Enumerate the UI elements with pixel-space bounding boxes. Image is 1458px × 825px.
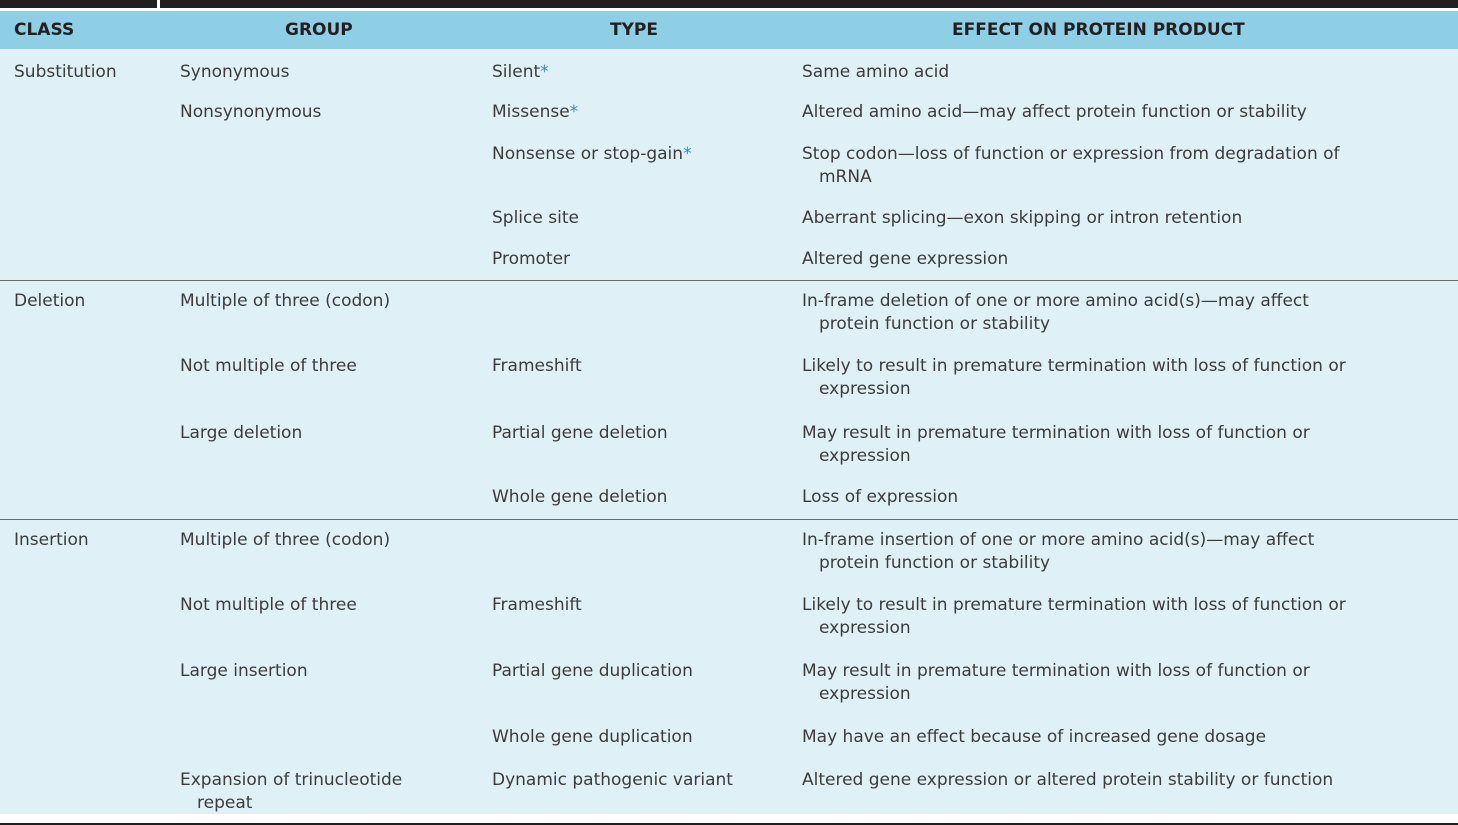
row-7-effect-line1: May result in premature termination with… [802,423,1310,443]
row-1-effect: Altered amino acid—may affect protein fu… [802,102,1307,122]
row-11-effect-line1: May result in premature termination with… [802,661,1310,681]
row-0-effect: Same amino acid [802,62,950,82]
row-9-class: Insertion [14,530,89,550]
row-0-group: Synonymous [180,62,290,82]
row-2-effect-line2: mRNA [819,167,872,187]
row-10-group: Not multiple of three [180,595,357,615]
row-10-effect-line2: expression [819,618,911,638]
row-11-group: Large insertion [180,661,308,681]
row-2-effect-line1: Stop codon—loss of function or expressio… [802,144,1340,164]
row-11-effect-line2: expression [819,684,911,704]
footnote-asterisk: * [540,62,549,82]
row-7-effect-line2: expression [819,446,911,466]
row-7-type: Partial gene deletion [492,423,668,443]
bottom-rule [0,823,1458,825]
row-13-type: Dynamic pathogenic variant [492,770,733,790]
row-0-type-cell: Silent* [492,61,549,84]
row-13-group-line1: Expansion of trinucleotide [180,770,403,790]
row-3-type: Splice site [492,208,579,228]
top-rule-gap [157,0,160,8]
row-8-type: Whole gene deletion [492,487,668,507]
row-13-group-line2: repeat [197,793,253,813]
row-4-type: Promoter [492,249,571,269]
footnote-asterisk: * [569,102,579,122]
header-effect: EFFECT ON PROTEIN PRODUCT [952,20,1245,40]
row-5-group: Multiple of three (codon) [180,291,391,311]
header-class: CLASS [14,20,75,40]
row-3-effect: Aberrant splicing—exon skipping or intro… [802,208,1243,228]
row-0-type: Silent [492,62,541,82]
row-1-group: Nonsynonymous [180,102,322,122]
row-11-type: Partial gene duplication [492,661,693,681]
footnote-asterisk: * [683,144,692,164]
row-1-type: Missense [492,102,570,122]
divider-insertion [0,519,1458,520]
row-9-group: Multiple of three (codon) [180,530,391,550]
row-6-group: Not multiple of three [180,356,357,376]
row-5-effect-line2: protein function or stability [819,314,1051,334]
row-6-type: Frameshift [492,356,582,376]
row-8-effect: Loss of expression [802,487,959,507]
row-9-effect-line2: protein function or stability [819,553,1051,573]
row-13-effect: Altered gene expression or altered prote… [802,770,1334,790]
divider-deletion [0,280,1458,281]
row-2-type: Nonsense or stop-gain [492,144,684,164]
row-10-effect-line1: Likely to result in premature terminatio… [802,595,1346,615]
row-9-effect-line1: In-frame insertion of one or more amino … [802,530,1315,550]
table-body-background [0,11,1458,814]
row-1-type-cell: Missense* [492,101,578,124]
row-12-type: Whole gene duplication [492,727,693,747]
row-12-effect: May have an effect because of increased … [802,727,1267,747]
row-0-class: Substitution [14,62,117,82]
row-7-group: Large deletion [180,423,303,443]
table-header: CLASS GROUP TYPE EFFECT ON PROTEIN PRODU… [0,11,1458,49]
row-10-type: Frameshift [492,595,582,615]
row-5-class: Deletion [14,291,86,311]
row-6-effect-line2: expression [819,379,911,399]
row-5-effect-line1: In-frame deletion of one or more amino a… [802,291,1309,311]
header-group: GROUP [285,20,353,40]
row-2-type-cell: Nonsense or stop-gain* [492,143,692,166]
header-type: TYPE [610,20,658,40]
top-rule [0,0,1458,8]
row-6-effect-line1: Likely to result in premature terminatio… [802,356,1346,376]
row-4-effect: Altered gene expression [802,249,1009,269]
